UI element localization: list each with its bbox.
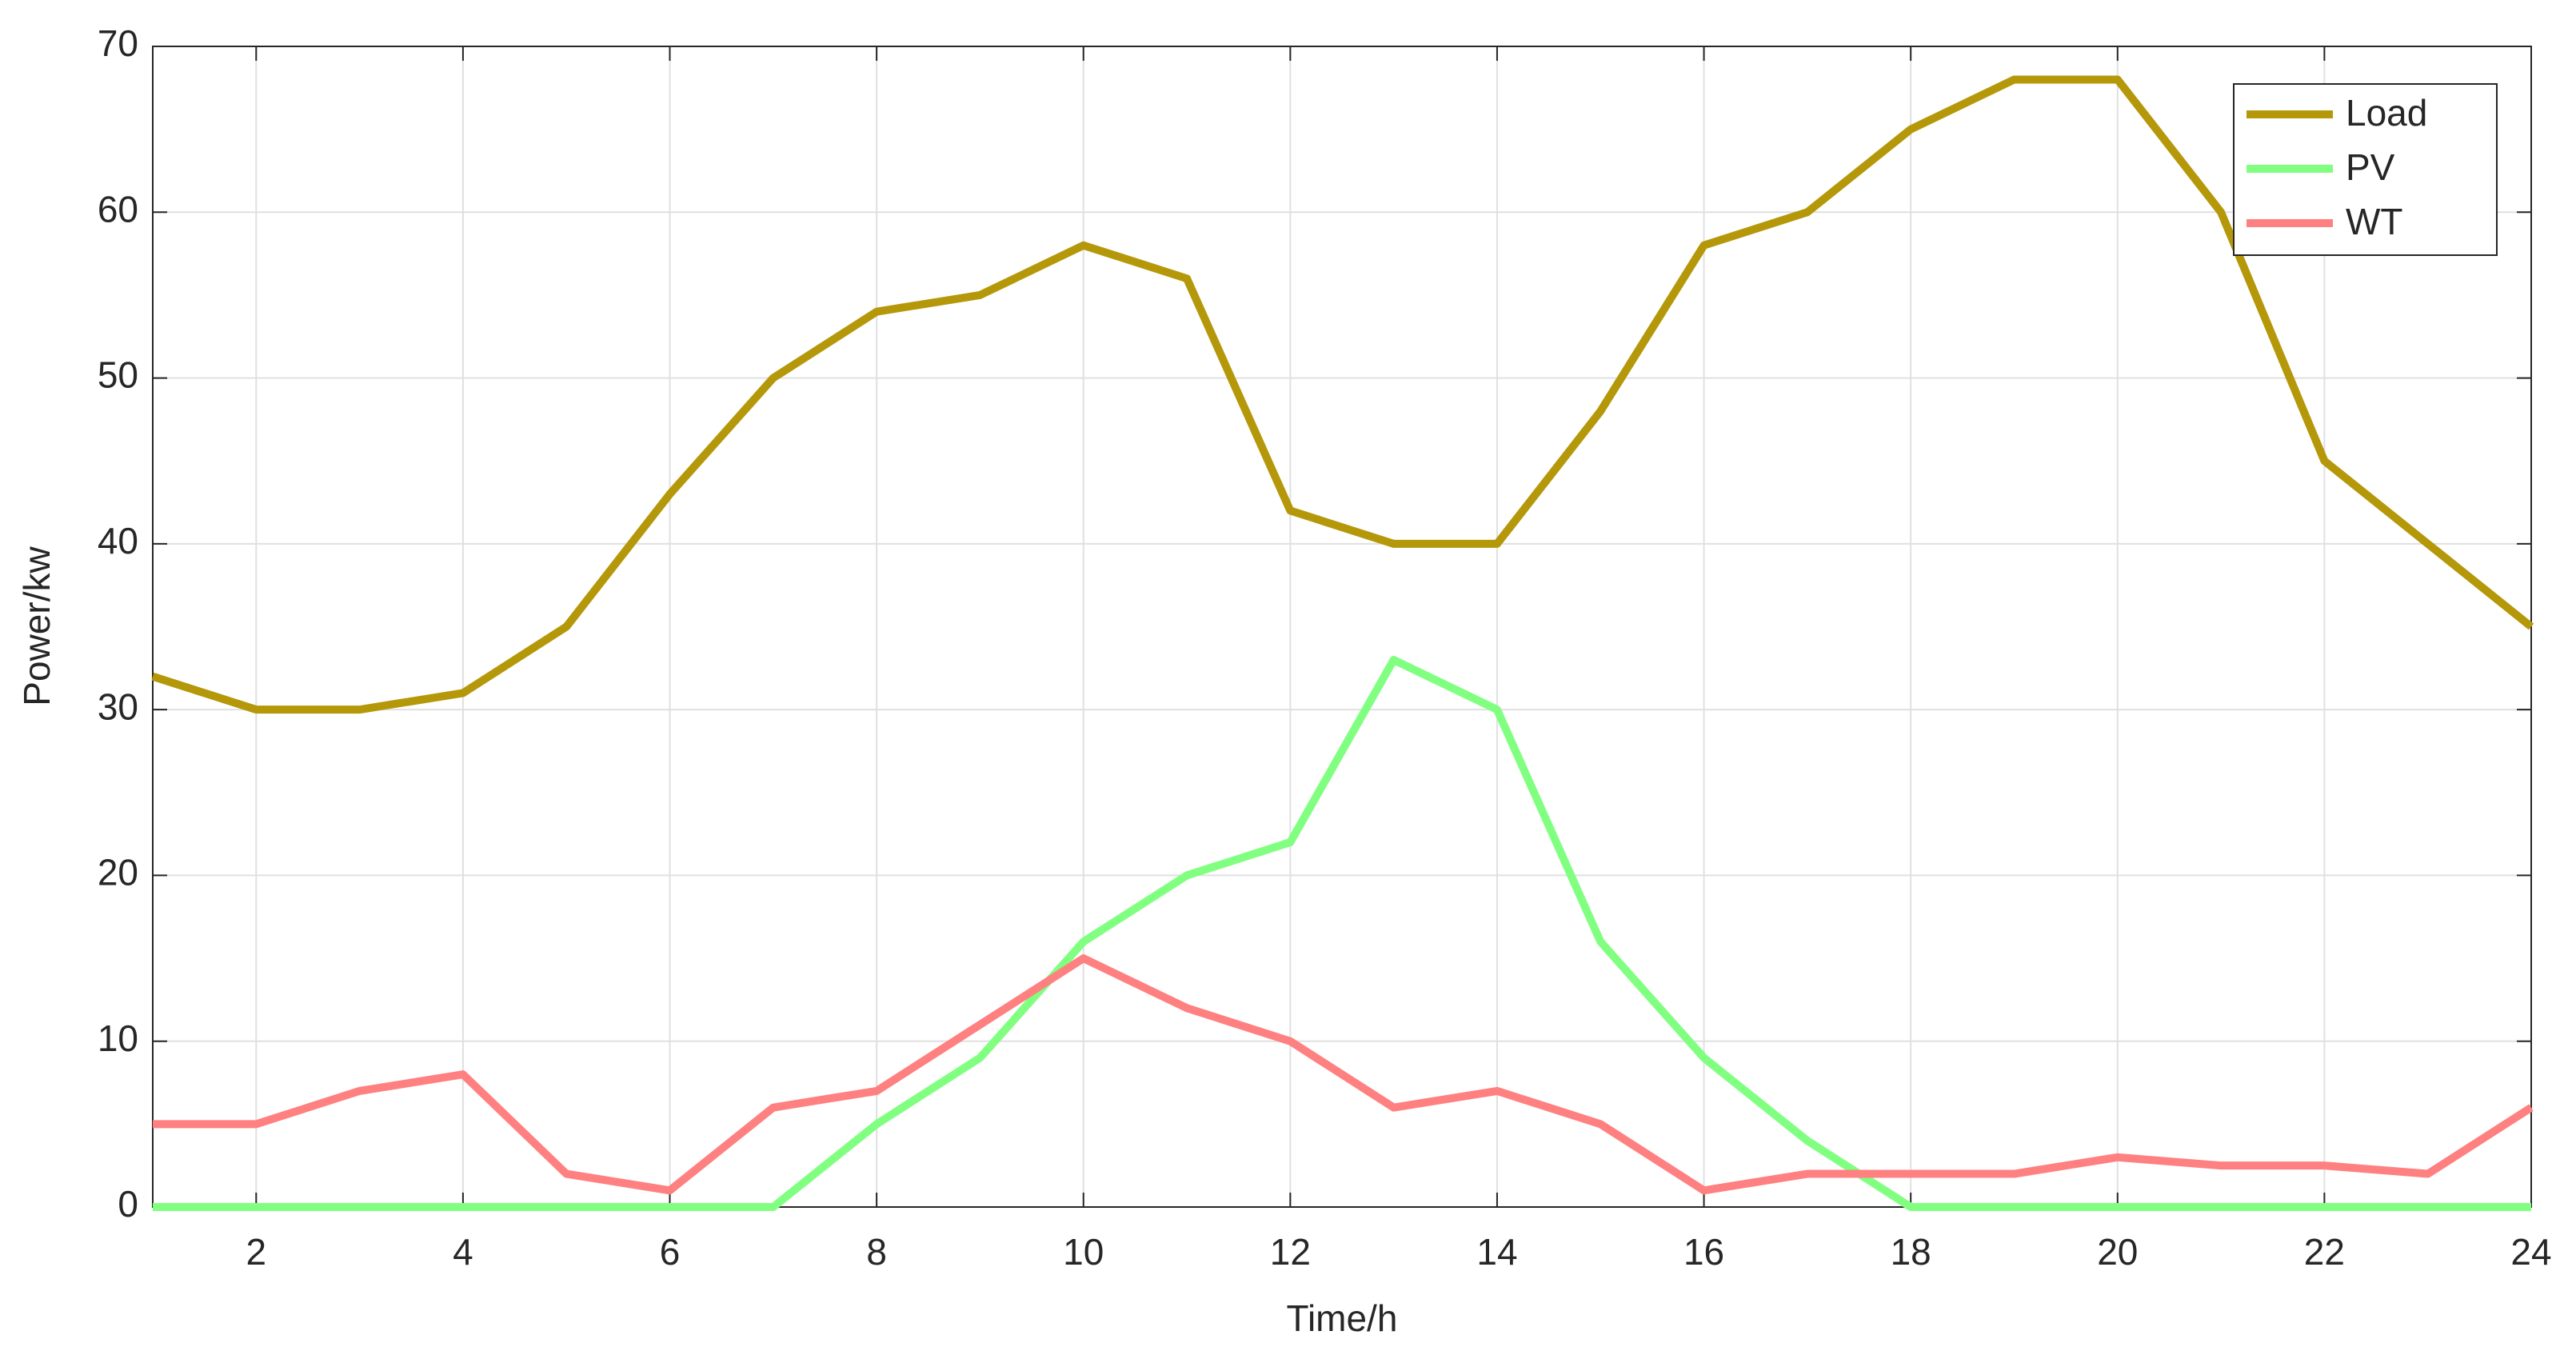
legend-label: WT (2346, 201, 2403, 242)
y-axis-label: Power/kw (16, 546, 58, 706)
y-tick-label: 40 (98, 520, 138, 562)
x-tick-label: 14 (1476, 1231, 1517, 1273)
x-tick-label: 8 (866, 1231, 887, 1273)
series-line (153, 655, 2531, 1211)
x-axis-label: Time/h (1287, 1297, 1398, 1339)
legend-label: PV (2346, 146, 2395, 188)
x-tick-label: 22 (2304, 1231, 2345, 1273)
y-tick-label: 60 (98, 188, 138, 230)
x-tick-label: 2 (246, 1231, 267, 1273)
x-tick-label: 16 (1683, 1231, 1724, 1273)
x-tick-label: 18 (1891, 1231, 1931, 1273)
x-tick-label: 24 (2510, 1231, 2551, 1273)
y-tick-label: 50 (98, 354, 138, 396)
x-tick-label: 6 (660, 1231, 681, 1273)
y-tick-label: 0 (118, 1183, 138, 1225)
y-tick-label: 30 (98, 685, 138, 727)
x-tick-label: 10 (1063, 1231, 1104, 1273)
x-tick-label: 20 (2097, 1231, 2138, 1273)
x-tick-label: 12 (1270, 1231, 1311, 1273)
series-line (153, 954, 2534, 1195)
legend-label: Load (2346, 92, 2427, 134)
x-tick-label: 4 (453, 1231, 473, 1273)
y-tick-label: 10 (98, 1017, 138, 1059)
plot-frame (152, 46, 2532, 1208)
series-line (151, 75, 2534, 714)
y-tick-label: 20 (98, 852, 138, 893)
y-tick-label: 70 (98, 22, 138, 64)
